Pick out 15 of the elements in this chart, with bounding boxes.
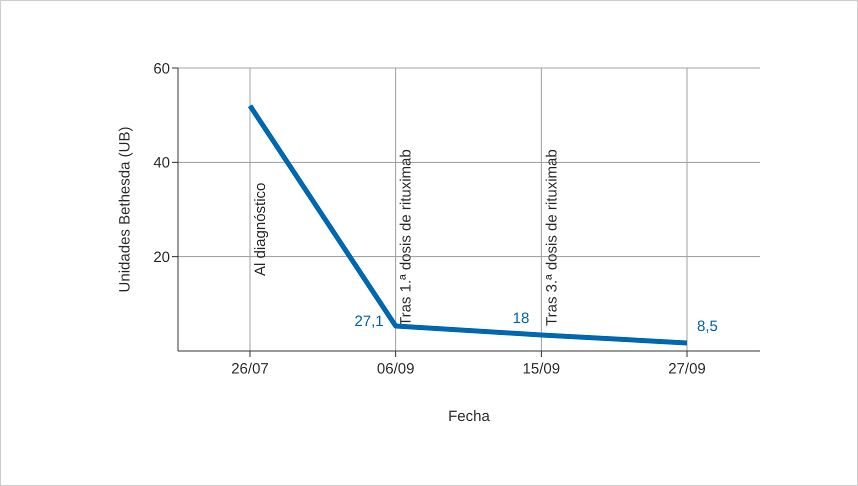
- annotation: 27,1: [354, 313, 384, 330]
- annotation: Tras 3.ª dosis de rituximab: [543, 149, 560, 326]
- annotation: Tras 1.ª dosis de rituximab: [398, 149, 415, 326]
- annotation: 8,5: [697, 318, 718, 335]
- y-tick-label: 20: [153, 248, 170, 266]
- annotation: Al diagnóstico: [252, 182, 269, 276]
- x-tick-label: 15/09: [522, 360, 560, 378]
- x-axis-title: Fecha: [448, 408, 490, 425]
- y-axis-title: Unidades Bethesda (UB): [116, 126, 134, 292]
- x-tick-label: 27/09: [668, 360, 706, 378]
- y-tick-label: 40: [153, 154, 170, 172]
- y-tick-label: 60: [153, 60, 170, 78]
- x-tick-label: 26/07: [231, 360, 269, 378]
- annotation: 18: [512, 310, 530, 327]
- x-tick-label: 06/09: [376, 360, 414, 378]
